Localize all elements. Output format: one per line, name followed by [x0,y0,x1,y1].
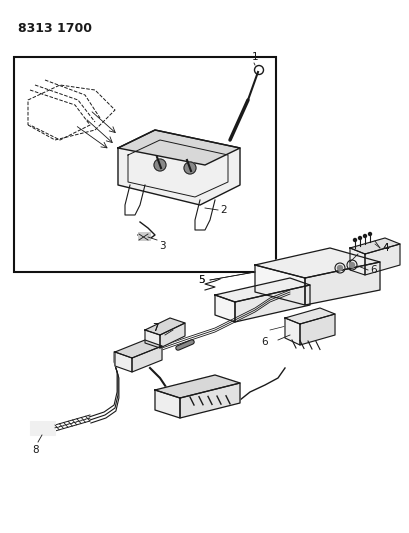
Polygon shape [349,248,364,275]
Polygon shape [364,244,399,275]
Text: 5: 5 [198,275,204,285]
Polygon shape [132,346,162,372]
Text: 5: 5 [198,275,204,285]
Circle shape [184,162,196,174]
Text: 3: 3 [159,241,165,251]
Polygon shape [180,383,239,418]
Polygon shape [155,390,180,418]
Text: 8313 1700: 8313 1700 [18,22,92,35]
Polygon shape [299,314,334,345]
Circle shape [353,238,356,241]
Text: 1: 1 [251,52,258,62]
Bar [138,232,150,240]
Polygon shape [254,248,379,278]
Text: 6: 6 [369,265,376,275]
Circle shape [337,265,342,271]
Polygon shape [234,285,309,322]
Bar [14,57,275,272]
Text: 4: 4 [381,243,388,253]
Polygon shape [115,352,132,372]
Circle shape [357,237,361,239]
Text: 6: 6 [261,337,267,347]
Polygon shape [160,323,184,348]
Bar [30,421,55,435]
Polygon shape [145,330,160,348]
Text: 7: 7 [151,323,158,333]
Circle shape [363,235,366,238]
Text: 4: 4 [381,243,388,253]
Polygon shape [214,295,234,322]
Polygon shape [118,130,239,205]
Polygon shape [155,375,239,398]
Polygon shape [254,265,304,305]
Polygon shape [214,278,309,302]
Circle shape [154,159,166,171]
Text: 2: 2 [220,205,226,215]
Polygon shape [115,340,162,358]
Circle shape [348,262,354,268]
Polygon shape [284,308,334,324]
Text: 8: 8 [33,445,39,455]
Polygon shape [304,262,379,305]
Polygon shape [284,318,299,345]
Polygon shape [349,238,399,254]
Text: 7: 7 [151,323,158,333]
Polygon shape [118,130,239,165]
Polygon shape [145,318,184,335]
Circle shape [368,232,371,236]
